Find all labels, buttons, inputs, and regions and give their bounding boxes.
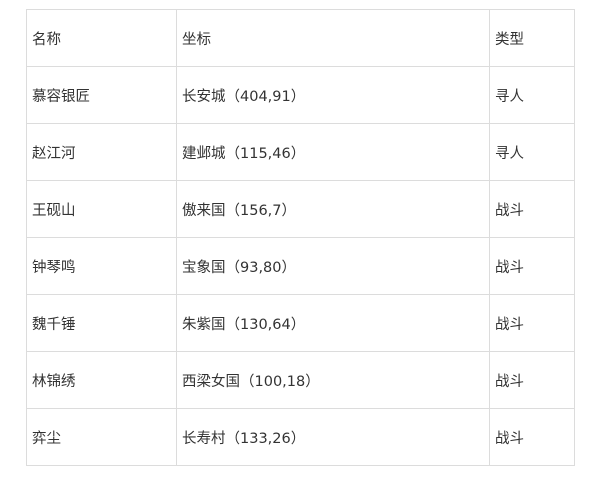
table-row: 王砚山 傲来国（156,7） 战斗 [26,180,575,238]
type-cell: 战斗 [489,237,575,295]
coordinates-cell: 宝象国（93,80） [176,237,490,295]
header-coordinates: 坐标 [176,9,490,67]
coordinates-cell: 长安城（404,91） [176,66,490,124]
coordinates-cell: 长寿村（133,26） [176,408,490,466]
coordinates-cell: 建邺城（115,46） [176,123,490,181]
name-cell: 慕容银匠 [26,66,177,124]
npc-table: 名称 坐标 类型 慕容银匠 长安城（404,91） 寻人 赵江河 建邺城（115,46）… [26,9,575,466]
table-row: 弈尘 长寿村（133,26） 战斗 [26,408,575,466]
name-cell: 魏千锤 [26,294,177,352]
coordinates-cell: 朱紫国（130,64） [176,294,490,352]
type-cell: 战斗 [489,294,575,352]
name-cell: 林锦绣 [26,351,177,409]
table-header-row: 名称 坐标 类型 [26,9,575,67]
table-row: 慕容银匠 长安城（404,91） 寻人 [26,66,575,124]
name-cell: 弈尘 [26,408,177,466]
table-row: 林锦绣 西梁女国（100,18） 战斗 [26,351,575,409]
table-row: 魏千锤 朱紫国（130,64） 战斗 [26,294,575,352]
table-row: 钟琴鸣 宝象国（93,80） 战斗 [26,237,575,295]
name-cell: 赵江河 [26,123,177,181]
type-cell: 战斗 [489,180,575,238]
header-type: 类型 [489,9,575,67]
coordinates-cell: 西梁女国（100,18） [176,351,490,409]
type-cell: 寻人 [489,66,575,124]
type-cell: 战斗 [489,408,575,466]
name-cell: 王砚山 [26,180,177,238]
type-cell: 寻人 [489,123,575,181]
type-cell: 战斗 [489,351,575,409]
coordinates-cell: 傲来国（156,7） [176,180,490,238]
name-cell: 钟琴鸣 [26,237,177,295]
header-name: 名称 [26,9,177,67]
table-row: 赵江河 建邺城（115,46） 寻人 [26,123,575,181]
